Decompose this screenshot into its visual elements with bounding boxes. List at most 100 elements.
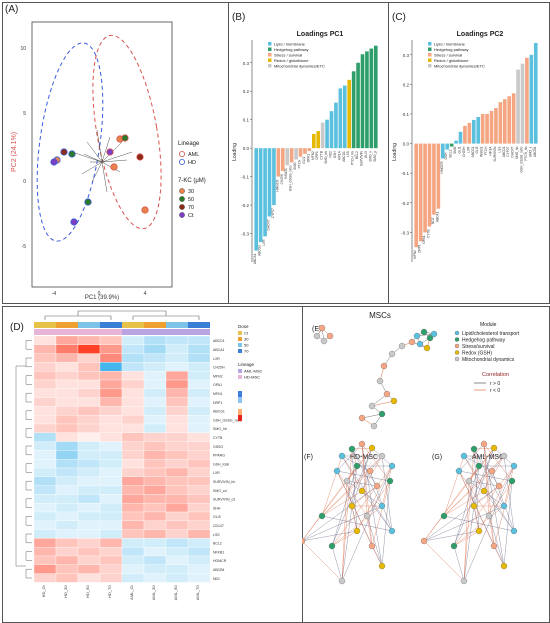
dose-legend-swatch: [238, 343, 242, 347]
network-g-edge: [443, 490, 485, 517]
heatmap-row-label: GLI3: [213, 515, 221, 519]
heatmap-row-label: CYTB: [213, 436, 223, 440]
heatmap-cell: [165, 362, 189, 372]
network-g-node: [500, 452, 508, 460]
heatmap-row-dendrogram: [15, 340, 32, 579]
pc1-bar-label: PTCH_hh: [351, 151, 355, 165]
heatmap-cell: [165, 485, 189, 495]
panel-g-label: (G): [432, 454, 442, 461]
pc1-bar-label: MFN2: [311, 151, 315, 160]
heatmap-cell: [33, 547, 57, 557]
network-f-node: [328, 542, 336, 550]
heatmap-col-label: HD_Ct: [41, 585, 46, 598]
pc1-legend-label: Stress / survival: [274, 52, 302, 57]
heatmap-cell: [99, 450, 123, 460]
network-f-edge: [361, 455, 383, 492]
network-g-node: [460, 577, 468, 585]
network-f-edge: [341, 448, 353, 582]
network-e-node: [383, 390, 391, 398]
heatmap-cell: [187, 432, 211, 442]
network-f-edge: [321, 490, 363, 517]
heatmap-cell: [33, 511, 57, 521]
heatmap-cell: [33, 494, 57, 504]
network-f-edge: [331, 447, 373, 547]
heatmap-cell: [55, 423, 79, 433]
heatmap-cell: [121, 529, 145, 539]
pc1-bar: [303, 148, 307, 154]
heatmap-cell: [55, 362, 79, 372]
network-e-node: [378, 410, 386, 418]
network-g-node: [510, 527, 518, 535]
network-g-edge: [488, 480, 513, 517]
network-g-node: [495, 482, 503, 490]
kc-legend-label: Ct: [188, 213, 194, 219]
network-f-node: [358, 440, 366, 448]
heatmap-cell: [187, 520, 211, 530]
heatmap-cell: [99, 362, 123, 372]
heatmap-cell: [55, 388, 79, 398]
heatmap-cell: [165, 529, 189, 539]
network-f-edge: [341, 505, 353, 582]
heatmap-cell: [99, 520, 123, 530]
heatmap-cell: [77, 494, 101, 504]
heatmap-cell: [55, 503, 79, 513]
pc1-bar-label: BCL2: [355, 151, 359, 159]
pc2-legend-label: Hedgehog pathway: [434, 47, 468, 52]
network-f-edge: [321, 455, 343, 517]
network-f-node: [338, 452, 346, 460]
network-f-node: [386, 477, 394, 485]
loadings-pc2-chart: Loadings PC2 0.3 0.2 0.1 0.0 -0.1 -0.2 -0.3 Load…: [392, 31, 538, 262]
pc1-bar-label: GLI1: [302, 157, 306, 164]
heatmap-cell: [165, 423, 189, 433]
pc1-bar-label: ABCA1: [253, 253, 257, 264]
heatmap-cell: [77, 459, 101, 469]
heatmap-cell: [77, 388, 101, 398]
network-g-edge: [473, 465, 480, 507]
panel-d-label: (D): [10, 322, 24, 333]
pca-loading-arrow: [83, 153, 103, 163]
network-f-edge: [366, 480, 391, 517]
heatmap-cell: [77, 397, 101, 407]
network-e-edge: [371, 393, 388, 407]
network-g-node: [485, 512, 493, 520]
network-g-edge: [458, 443, 485, 472]
network-g-edge: [483, 470, 493, 492]
pc1-bar-label: DHCR7: [267, 219, 271, 230]
heatmap-cell: [165, 450, 189, 460]
network-f-edge: [331, 545, 343, 582]
heatmap-cell: [33, 353, 57, 363]
kc-legend-swatch: [179, 204, 185, 210]
network-g-node: [475, 527, 483, 535]
heatmap-cell: [55, 494, 79, 504]
heatmap-cell: [121, 362, 145, 372]
pca-point: [121, 134, 129, 142]
pc1-bar: [351, 71, 356, 149]
network-f-edge: [381, 480, 391, 567]
network-g-edge: [478, 465, 515, 532]
heatmap-cell: [143, 459, 167, 469]
heatmap-cell: [77, 529, 101, 539]
network-g-edge: [453, 485, 500, 547]
dose-legend-label: 50: [244, 343, 249, 348]
pc2-bar: [520, 63, 525, 144]
heatmap-cell: [99, 459, 123, 469]
pc1-y-tick-label: 0.3: [243, 61, 250, 66]
heatmap-cell: [165, 538, 189, 548]
heatmap-cell: [165, 494, 189, 504]
network-g-edge: [453, 447, 495, 547]
heatmap-cell: [187, 415, 211, 425]
heatmap-cell: [165, 371, 189, 381]
panel-b-label: (B): [232, 12, 246, 23]
panel-g-title: AML-MSC: [472, 454, 504, 461]
heatmap-cell: [77, 476, 101, 486]
network-g-node: [500, 502, 508, 510]
heatmap-cell: [99, 476, 123, 486]
heatmap-cell: [99, 485, 123, 495]
network-g-node: [500, 562, 508, 570]
heatmap-dose-annotation: [34, 322, 56, 328]
pc2-bar: [463, 125, 467, 144]
heatmap-cell: [143, 538, 167, 548]
network-e-node: [416, 340, 424, 348]
heatmap-cell: [121, 371, 145, 381]
pc2-bar: [432, 143, 436, 215]
